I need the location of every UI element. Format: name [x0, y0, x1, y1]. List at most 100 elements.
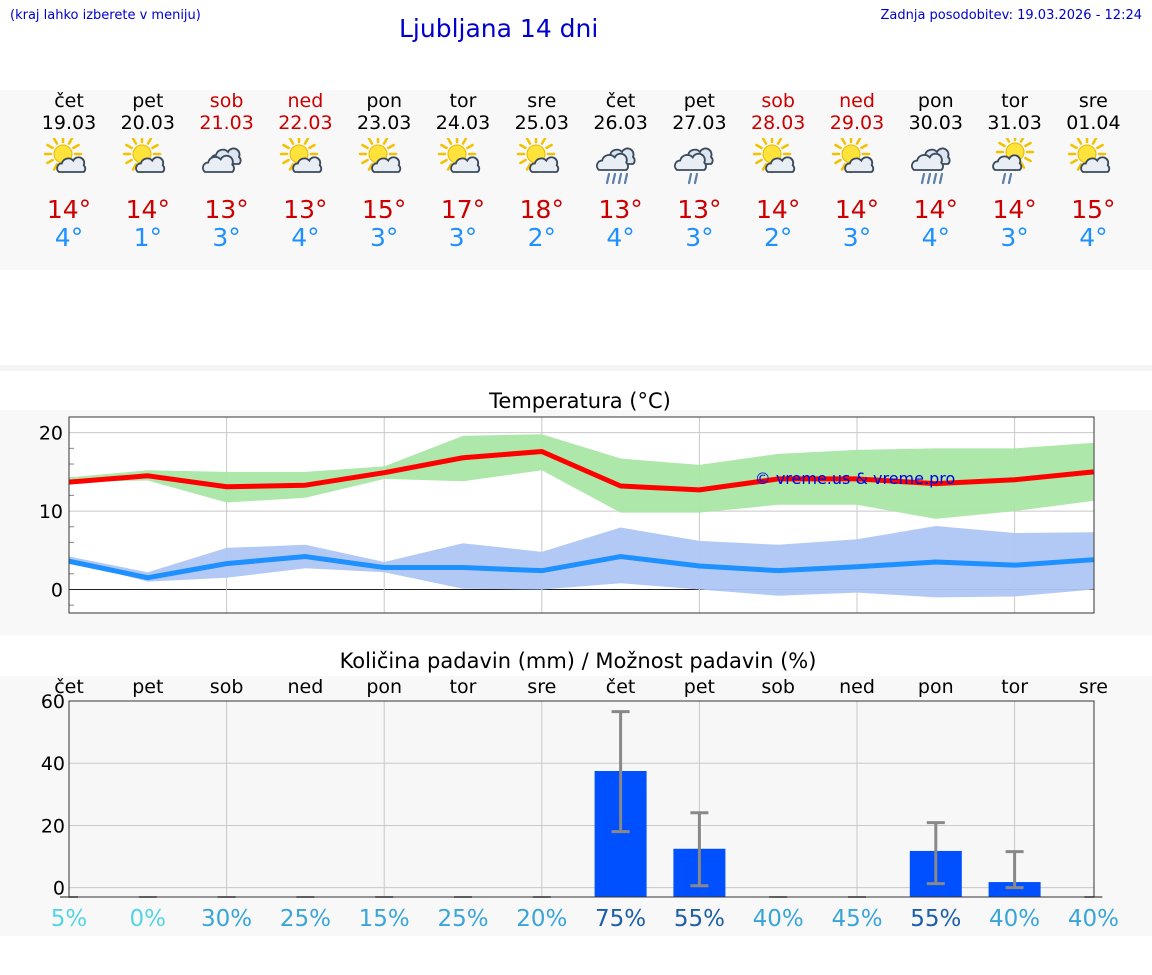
- temp-max: 13°: [677, 195, 722, 224]
- page-title: Ljubljana 14 dni: [399, 14, 599, 43]
- temp-min: 2°: [527, 223, 556, 252]
- day-column: pon 23.03 15° 3°: [339, 90, 429, 252]
- x-tick-label: pet: [132, 676, 163, 698]
- temp-max: 15°: [1071, 195, 1116, 224]
- sun-cloud-icon: [516, 138, 559, 174]
- temperature-chart: Temperatura (°C) 0 10 20 © vreme.us & vreme.…: [39, 389, 1095, 614]
- temp-max: 13°: [598, 195, 643, 224]
- sun-cloud-icon: [280, 138, 323, 174]
- precip-probability: 20%: [516, 906, 567, 932]
- watermark: © vreme.us & vreme.pro: [755, 469, 956, 488]
- sun-rain-icon: [991, 138, 1034, 185]
- day-date: 25.03: [514, 112, 569, 134]
- sun-cloud-icon: [358, 138, 402, 174]
- x-tick-label: sob: [210, 676, 244, 698]
- day-column: sob 28.03 14° 2°: [733, 90, 823, 252]
- precip-probability: 0%: [130, 906, 167, 932]
- day-column: sre 25.03 18° 2°: [497, 90, 587, 252]
- forecast-strip: čet 19.03 14° 4° pet 20.03 14° 1° sob 21.03 13° 3° n…: [0, 90, 1152, 270]
- day-column: sob 21.03 13° 3°: [182, 90, 272, 252]
- day-date: 20.03: [120, 112, 175, 134]
- x-tick-label: pet: [684, 676, 715, 698]
- day-column: pet 20.03 14° 1°: [103, 90, 193, 252]
- temp-min: 4°: [921, 223, 950, 252]
- day-date: 23.03: [356, 112, 412, 134]
- day-name: ned: [839, 90, 875, 112]
- day-column: čet 26.03 13° 4°: [576, 90, 666, 252]
- day-name: sob: [209, 90, 244, 112]
- precip-probability: 5%: [51, 906, 88, 932]
- sun-cloud-icon: [752, 138, 796, 174]
- location-hint: (kraj lahko izberete v meniju): [10, 8, 201, 23]
- temp-min: 1°: [133, 223, 162, 252]
- x-tick-label: ned: [839, 676, 875, 698]
- clouds-icon: [201, 147, 242, 173]
- day-column: čet 19.03 14° 4°: [24, 90, 114, 252]
- day-name: sre: [527, 90, 557, 112]
- separator: [0, 365, 1152, 371]
- heavy-rain-icon: [595, 147, 636, 185]
- day-date: 19.03: [41, 112, 97, 134]
- day-column: tor 24.03 17° 3°: [418, 90, 508, 252]
- temp-min: 3°: [212, 223, 241, 252]
- day-name: sob: [761, 90, 795, 112]
- day-name: pon: [366, 90, 403, 112]
- x-tick-label: sob: [761, 676, 795, 698]
- precip-probability: 25%: [437, 906, 488, 932]
- temp-max: 13°: [283, 195, 328, 224]
- day-name: sre: [1078, 90, 1108, 112]
- precip-probability: 15%: [359, 906, 410, 932]
- precip-probability: 40%: [989, 906, 1040, 932]
- day-name: čet: [605, 90, 636, 112]
- day-date: 22.03: [278, 112, 333, 134]
- x-tick-label: tor: [1001, 676, 1028, 698]
- precip-probability: 55%: [910, 906, 961, 932]
- y-tick-label: 0: [53, 878, 65, 900]
- day-date: 01.04: [1066, 112, 1121, 134]
- day-name: tor: [449, 90, 477, 112]
- temp-max: 14°: [834, 195, 880, 224]
- temp-min: 3°: [842, 223, 872, 252]
- precip-probability: 25%: [280, 906, 331, 932]
- day-date: 30.03: [908, 112, 963, 134]
- series-min-line: [68, 554, 1094, 581]
- day-date: 26.03: [593, 112, 648, 134]
- day-column: sre 01.04 15° 4°: [1048, 90, 1138, 252]
- precip-probability: 40%: [753, 906, 804, 932]
- precipitation-chart: Količina padavin (mm) / Možnost padavin …: [41, 649, 1119, 932]
- temp-max: 14°: [46, 195, 92, 224]
- temp-max: 13°: [204, 195, 249, 224]
- sun-cloud-icon: [1068, 138, 1111, 174]
- temp-max: 14°: [125, 195, 170, 224]
- temp-max: 14°: [913, 195, 958, 224]
- temp-max: 15°: [362, 195, 407, 224]
- day-column: tor 31.03 14° 3°: [970, 90, 1060, 252]
- y-tick-label: 0: [51, 579, 63, 601]
- temp-min: 2°: [763, 223, 793, 252]
- day-date: 31.03: [987, 112, 1042, 134]
- day-date: 28.03: [750, 112, 806, 134]
- y-tick-label: 60: [41, 691, 65, 713]
- temp-min: 4°: [291, 223, 320, 252]
- sun-cloud-icon: [43, 138, 87, 174]
- x-tick-label: pon: [366, 676, 402, 698]
- day-name: pon: [917, 90, 954, 112]
- band-max: [69, 434, 1094, 519]
- temp-max: 14°: [756, 195, 801, 224]
- x-tick-label: tor: [450, 676, 477, 698]
- day-column: pon 30.03 14° 4°: [891, 90, 981, 252]
- x-tick-label: čet: [606, 676, 636, 698]
- day-name: pet: [132, 90, 164, 112]
- x-tick-label: sre: [1079, 676, 1108, 698]
- temp-min: 3°: [685, 223, 714, 252]
- y-tick-label: 20: [41, 815, 65, 837]
- temp-min: 4°: [54, 223, 84, 252]
- rain-icon: [674, 147, 714, 185]
- y-tick-label: 20: [39, 423, 63, 445]
- precip-bar: [988, 882, 1041, 897]
- day-date: 24.03: [435, 112, 491, 134]
- precip-probability: 75%: [595, 906, 646, 932]
- plot-frame: [68, 416, 1095, 614]
- x-tick-label: pon: [918, 676, 954, 698]
- chart-title: Količina padavin (mm) / Možnost padavin …: [340, 649, 817, 673]
